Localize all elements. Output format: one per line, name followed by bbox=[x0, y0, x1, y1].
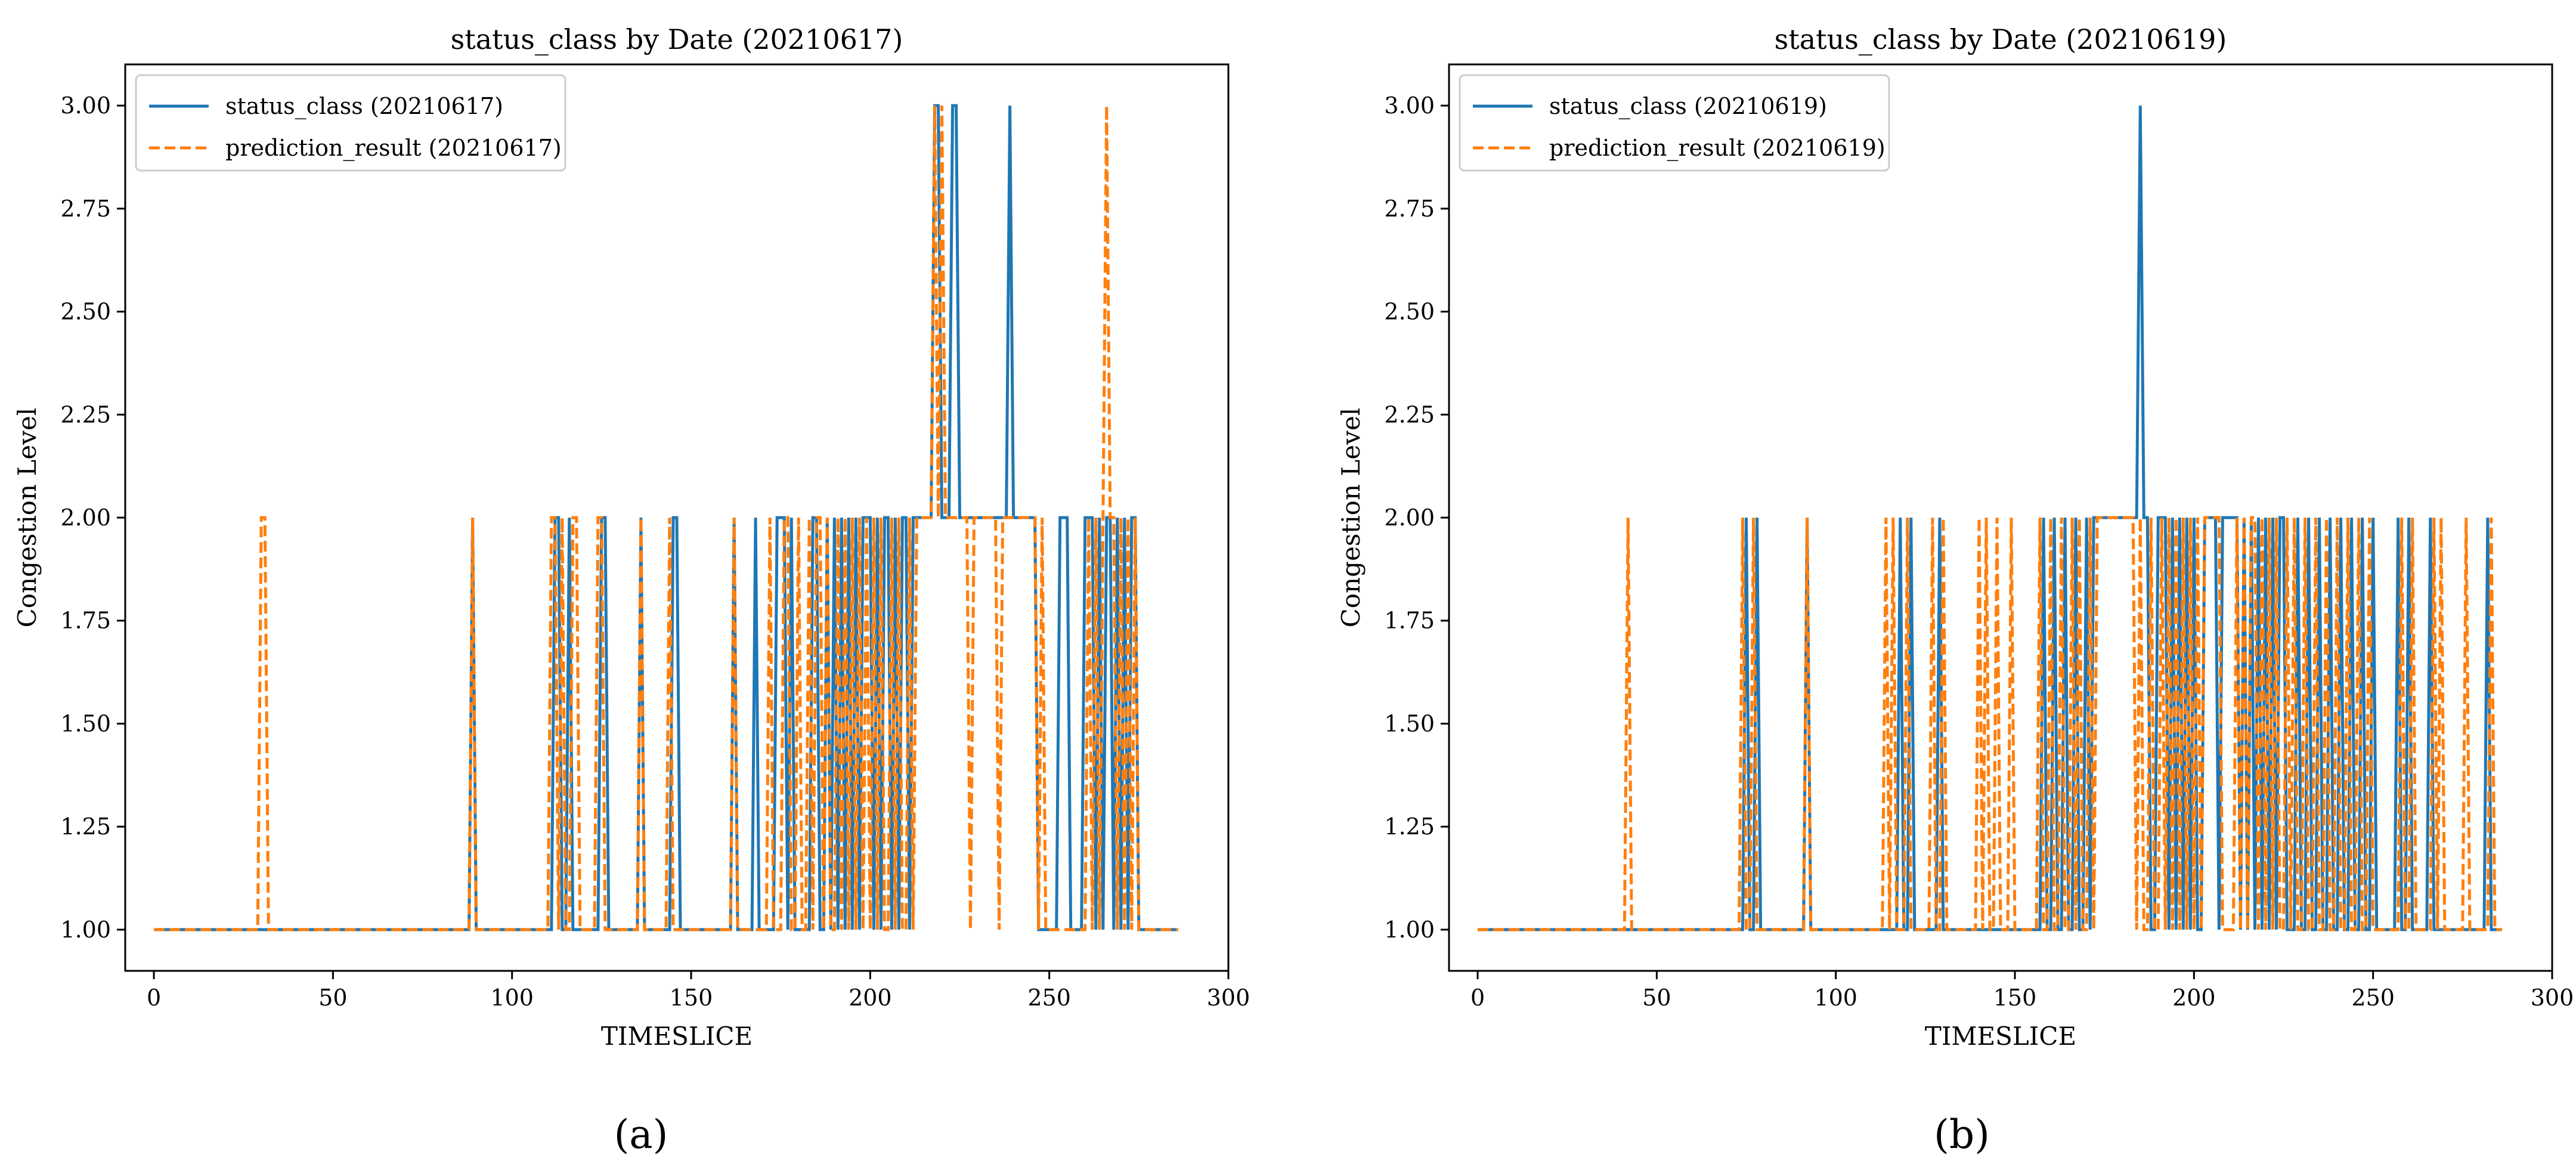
y-tick-label: 2.25 bbox=[60, 401, 111, 428]
y-tick-label: 2.00 bbox=[1384, 505, 1435, 531]
y-tick-label: 3.00 bbox=[60, 92, 111, 119]
y-tick-label: 2.75 bbox=[1384, 196, 1435, 222]
chart-title: status_class by Date (20210619) bbox=[1775, 23, 2227, 55]
y-tick-label: 1.75 bbox=[60, 608, 111, 634]
x-tick-label: 100 bbox=[490, 985, 534, 1011]
y-tick-label: 2.50 bbox=[60, 299, 111, 325]
x-tick-label: 150 bbox=[1993, 985, 2037, 1011]
series-group bbox=[1478, 106, 2502, 931]
y-axis-label: Congestion Level bbox=[13, 408, 42, 628]
legend-box bbox=[1459, 74, 1890, 172]
legend-label-status-class: status_class (20210619) bbox=[1549, 93, 1827, 120]
y-tick-label: 1.25 bbox=[60, 813, 111, 840]
legend-label-status-class: status_class (20210617) bbox=[225, 93, 503, 120]
x-tick-label: 250 bbox=[1027, 985, 1071, 1011]
y-tick-label: 1.25 bbox=[1384, 813, 1435, 840]
legend-label-prediction-result: prediction_result (20210619) bbox=[1549, 135, 1885, 162]
prediction-result-line bbox=[1478, 516, 2502, 931]
y-tick-label: 2.75 bbox=[60, 196, 111, 222]
y-tick-label: 1.00 bbox=[60, 917, 111, 943]
x-tick-label: 0 bbox=[147, 985, 161, 1011]
y-tick-label: 2.50 bbox=[1384, 299, 1435, 325]
y-tick-label: 2.25 bbox=[1384, 401, 1435, 428]
x-tick-label: 300 bbox=[1207, 985, 1250, 1011]
y-axis-label: Congestion Level bbox=[1336, 408, 1366, 628]
x-tick-label: 300 bbox=[2531, 985, 2574, 1011]
x-tick-label: 50 bbox=[1642, 985, 1671, 1011]
series-group bbox=[154, 104, 1178, 931]
x-tick-label: 100 bbox=[1814, 985, 1857, 1011]
y-tick-label: 3.00 bbox=[1384, 92, 1435, 119]
y-tick-label: 2.00 bbox=[60, 505, 111, 531]
legend: status_class (20210619) prediction_result… bbox=[1459, 74, 1890, 172]
x-axis-label: TIMESLICE bbox=[601, 1022, 753, 1051]
legend: status_class (20210617) prediction_result… bbox=[135, 74, 566, 172]
x-tick-label: 50 bbox=[318, 985, 347, 1011]
x-axis-label: TIMESLICE bbox=[1925, 1022, 2076, 1051]
y-tick-label: 1.00 bbox=[1384, 917, 1435, 943]
prediction-result-line bbox=[154, 106, 1178, 931]
legend-box bbox=[135, 74, 566, 172]
legend-label-prediction-result: prediction_result (20210617) bbox=[225, 135, 562, 162]
x-tick-label: 200 bbox=[849, 985, 892, 1011]
y-tick-label: 1.50 bbox=[1384, 710, 1435, 736]
chart-panel-a: status_class by Date (20210617) 0 50 100 150… bbox=[13, 23, 1250, 1158]
x-tick-label: 200 bbox=[2172, 985, 2216, 1011]
x-tick-label: 250 bbox=[2351, 985, 2395, 1011]
chart-title: status_class by Date (20210617) bbox=[451, 23, 903, 55]
x-tick-label: 0 bbox=[1470, 985, 1485, 1011]
y-tick-label: 1.75 bbox=[1384, 608, 1435, 634]
y-tick-label: 1.50 bbox=[60, 710, 111, 736]
panel-label: (a) bbox=[614, 1112, 668, 1158]
chart-panel-b: status_class by Date (20210619) 0 50 100 150… bbox=[1336, 23, 2574, 1158]
x-tick-label: 150 bbox=[670, 985, 713, 1011]
panel-label: (b) bbox=[1934, 1112, 1990, 1158]
status-class-line bbox=[154, 104, 1178, 931]
